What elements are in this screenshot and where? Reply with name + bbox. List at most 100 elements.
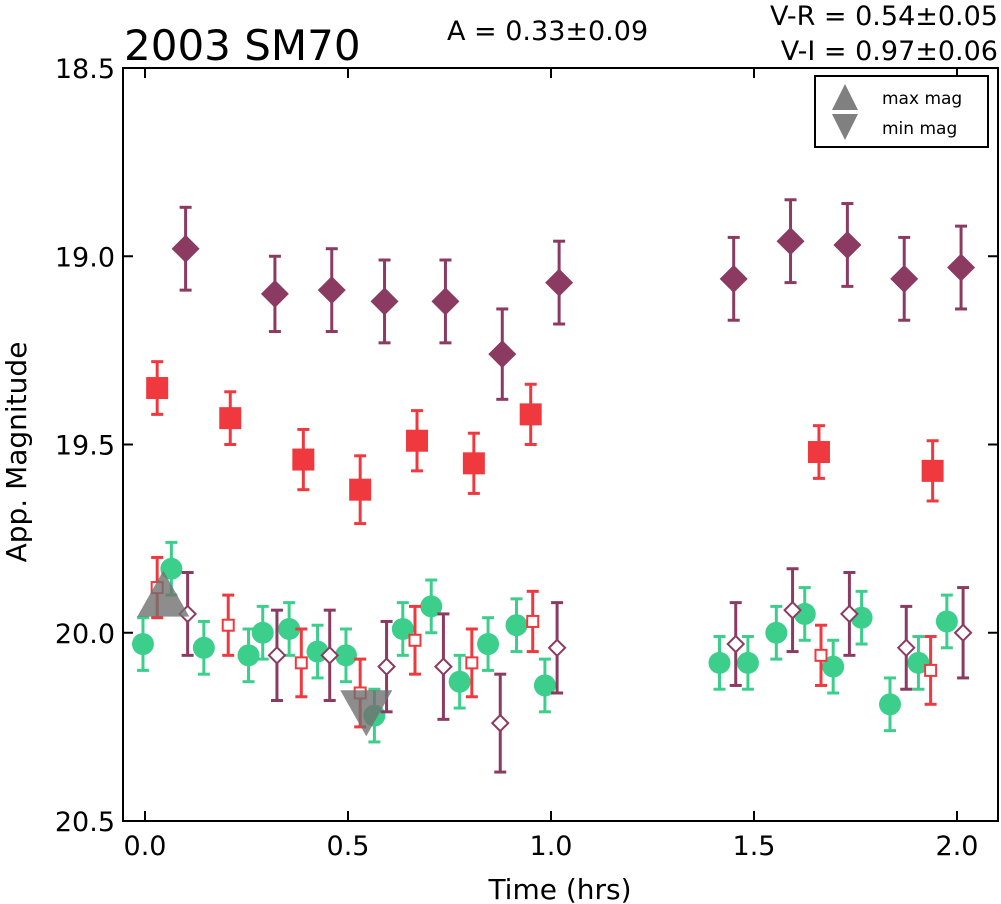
data-point [317,247,346,334]
circle-marker [708,651,731,674]
data-point [533,657,556,714]
open-diamond-marker [547,638,567,658]
data-point [896,604,916,691]
plot-frame [122,67,999,822]
data-point [935,593,958,650]
open-diamond-marker [726,634,746,654]
legend-min-label: min mag [882,119,957,139]
circle-marker [765,621,788,644]
diamond-marker [488,340,517,369]
data-point [879,676,902,733]
data-point [736,635,759,691]
data-point [708,635,731,691]
x-tick-label: 0.5 [327,831,370,862]
data-point [219,390,242,446]
data-point [545,239,574,326]
data-point [448,653,471,710]
data-point [719,235,748,322]
square-marker [292,448,315,471]
data-point [924,635,938,706]
diamond-marker [833,230,862,259]
square-marker [219,407,242,430]
data-point [822,638,845,695]
data-point [292,427,315,492]
square-marker [519,403,542,426]
x-tick-label: 1.0 [530,831,573,862]
circle-marker [935,610,958,633]
data-point [833,202,862,288]
data-point [433,612,453,721]
square-marker [146,377,169,400]
data-point [462,431,485,495]
square-marker [807,441,830,464]
data-point [431,258,460,345]
circle-marker [278,617,301,640]
data-point [420,578,443,635]
data-point [776,198,805,285]
open-square-marker [526,614,540,628]
open-diamond-marker [433,657,453,677]
legend-max-label: max mag [882,89,962,109]
data-point [814,623,828,687]
diamond-marker [370,287,399,316]
open-square-marker [408,633,422,647]
circle-marker [251,621,274,644]
circle-marker [505,614,528,637]
data-point [907,635,930,691]
diamond-marker [947,253,976,282]
v-r-annotation: V-R = 0.54±0.05 [770,1,998,32]
y-tick-label: 18.5 [55,54,115,85]
x-tick-label: 1.5 [733,831,776,862]
data-point [294,627,308,699]
open-diamond-marker [267,645,287,665]
data-point [221,593,235,657]
data-point [890,235,919,322]
data-marks [131,198,976,774]
min-mag-triangle-marker [340,690,393,737]
circle-marker [879,693,902,716]
circle-marker [237,644,260,667]
data-point [947,224,976,311]
square-marker [406,429,429,452]
data-point [349,454,372,526]
y-tick-label: 20.5 [55,807,115,838]
data-point [505,597,528,654]
amplitude-annotation: A = 0.33±0.09 [447,16,648,47]
data-point [267,608,287,703]
data-point [783,567,802,654]
data-point [391,601,414,657]
data-point [547,601,567,695]
min-mag-triangle-icon [832,114,858,140]
axis-ticks: 0.0 0.5 1.0 1.5 2.0 18.5 19.0 19.5 20.0 20.5 [55,54,998,862]
data-point [465,627,479,699]
circle-marker [131,633,154,656]
data-point [406,409,429,473]
circle-marker [533,674,556,697]
diamond-marker [317,276,346,305]
max-mag-triangle-icon [832,84,858,110]
chart-title: 2003 SM70 [124,21,361,70]
data-point [726,601,746,687]
y-tick-label: 19.0 [55,242,115,273]
open-square-marker [814,648,828,662]
data-point [146,360,169,416]
data-point [519,382,542,446]
data-point [408,604,422,676]
square-marker [921,459,944,482]
diamond-marker [776,227,805,256]
data-point [839,571,859,657]
open-square-marker [924,663,938,677]
data-point [370,258,399,345]
data-point [488,307,517,401]
square-marker [462,452,485,475]
open-diamond-marker [896,638,916,658]
diamond-marker [260,279,289,308]
legend: max mag min mag [814,75,989,148]
data-point [251,604,274,661]
open-diamond-marker [839,604,859,624]
y-tick-label: 19.5 [55,431,115,462]
x-tick-label: 2.0 [936,831,979,862]
data-point [526,589,540,654]
y-axis-label: App. Magnitude [0,342,33,563]
